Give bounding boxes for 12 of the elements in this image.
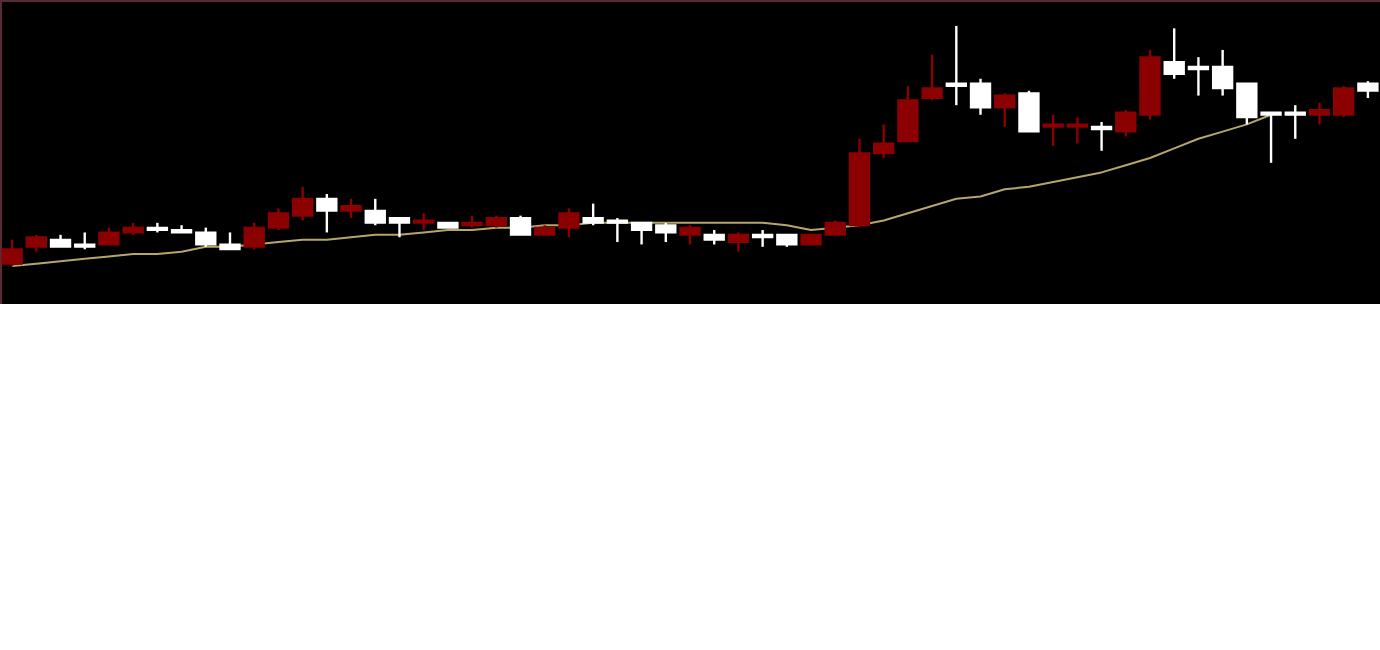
candlestick — [994, 91, 1016, 128]
candlestick — [316, 192, 338, 234]
candlestick — [1, 238, 23, 268]
candlestick — [727, 231, 750, 253]
candlestick — [1018, 89, 1040, 133]
candlestick — [1090, 120, 1113, 152]
candlestick — [509, 214, 532, 237]
candlestick — [921, 53, 943, 102]
candlestick — [679, 224, 701, 246]
candlestick — [413, 212, 435, 232]
candlestick — [897, 84, 919, 143]
candlestick — [340, 197, 362, 220]
